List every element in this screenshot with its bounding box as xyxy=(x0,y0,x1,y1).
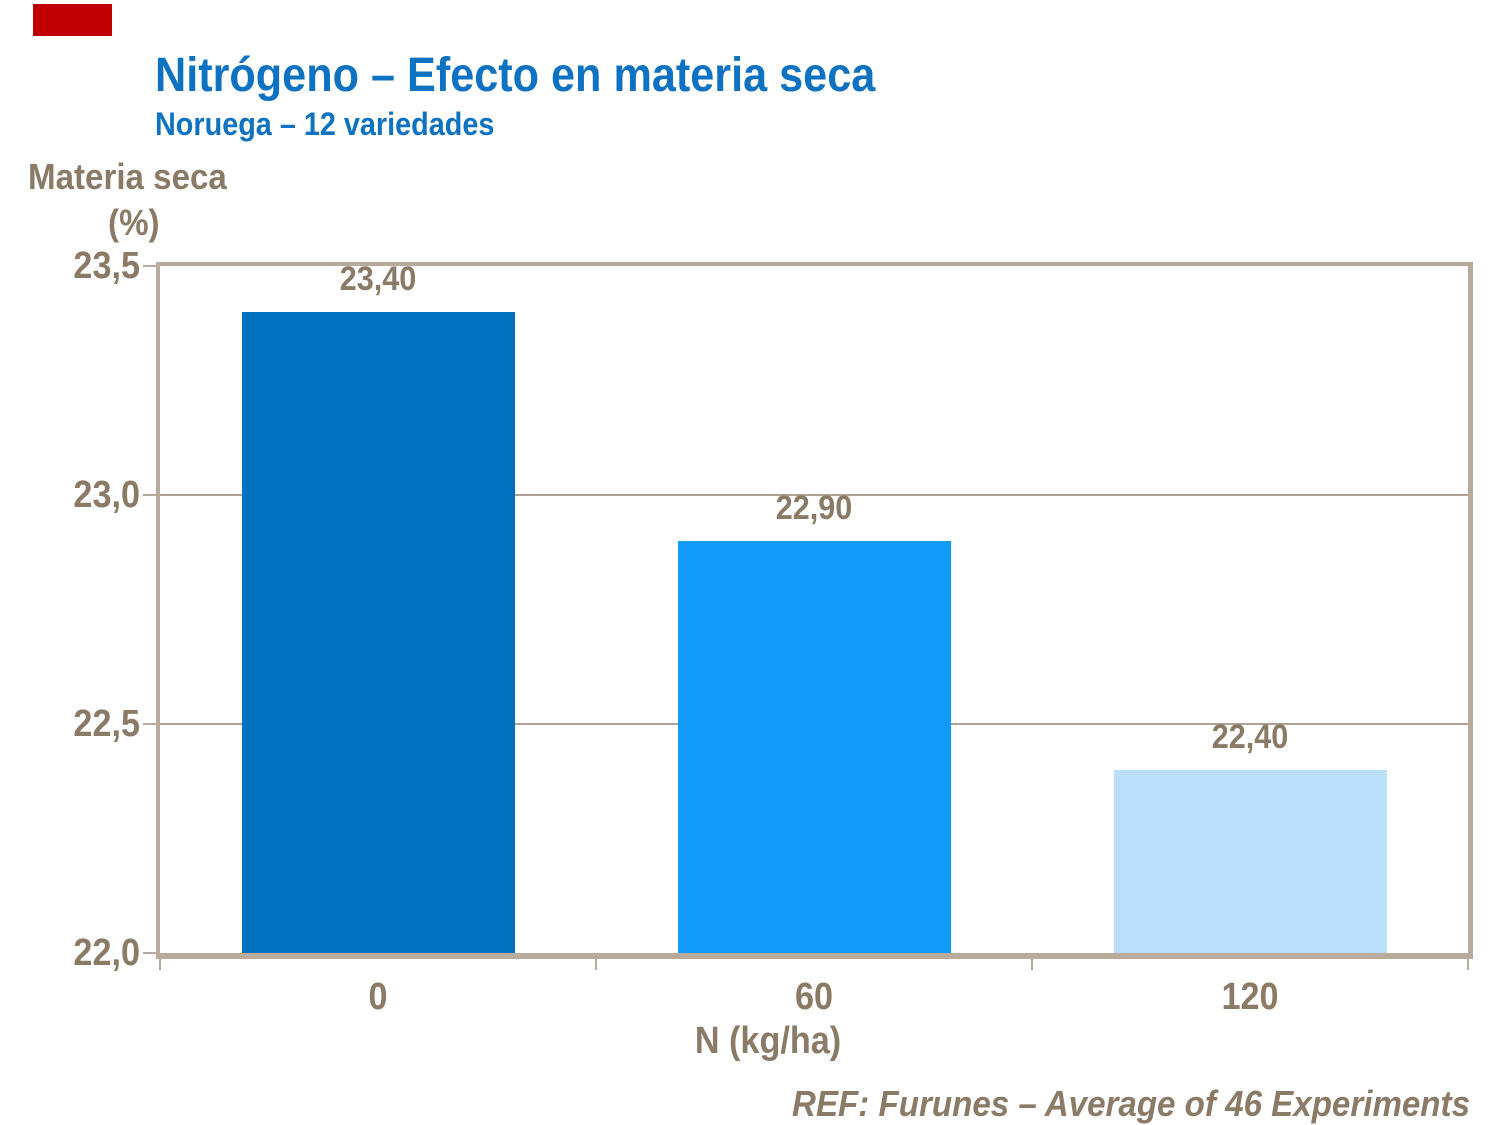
y-tick-mark xyxy=(143,265,156,267)
x-category-label: 120 xyxy=(1221,976,1279,1018)
x-category-label: 60 xyxy=(794,976,834,1018)
y-tick-label: 23,5 xyxy=(73,245,140,287)
y-tick-mark xyxy=(143,952,156,954)
y-tick-mark xyxy=(143,494,156,496)
x-tick-mark xyxy=(159,959,161,970)
bar-n-60 xyxy=(677,540,951,953)
y-tick-label: 22,5 xyxy=(73,703,140,745)
y-tick-label: 22,0 xyxy=(73,932,140,974)
x-tick-mark xyxy=(1031,959,1033,970)
x-axis-title: N (kg/ha) xyxy=(694,1020,842,1062)
reference-note: REF: Furunes – Average of 46 Experiments xyxy=(792,1083,1470,1124)
bar-n-120 xyxy=(1113,769,1387,953)
chart-title: Nitrógeno – Efecto en materia seca xyxy=(155,49,876,102)
red-corner-marker xyxy=(33,4,112,36)
y-axis-title-text: Materia seca xyxy=(28,156,227,197)
gridline xyxy=(160,494,1468,496)
bar-n-0 xyxy=(241,311,515,953)
chart-subtitle: Noruega – 12 variedades xyxy=(155,106,495,142)
bar-value-label: 23,40 xyxy=(339,259,417,298)
y-tick-label: 23,0 xyxy=(73,474,140,516)
plot-area xyxy=(156,262,1473,959)
y-axis-title: Materia seca (%) xyxy=(28,156,240,244)
bar-value-label: 22,40 xyxy=(1211,717,1289,756)
bar-value-label: 22,90 xyxy=(775,488,853,527)
y-tick-mark xyxy=(143,723,156,725)
y-axis-unit: (%) xyxy=(108,202,160,243)
x-category-label: 0 xyxy=(368,976,388,1018)
x-tick-mark xyxy=(1467,959,1469,970)
x-tick-mark xyxy=(595,959,597,970)
